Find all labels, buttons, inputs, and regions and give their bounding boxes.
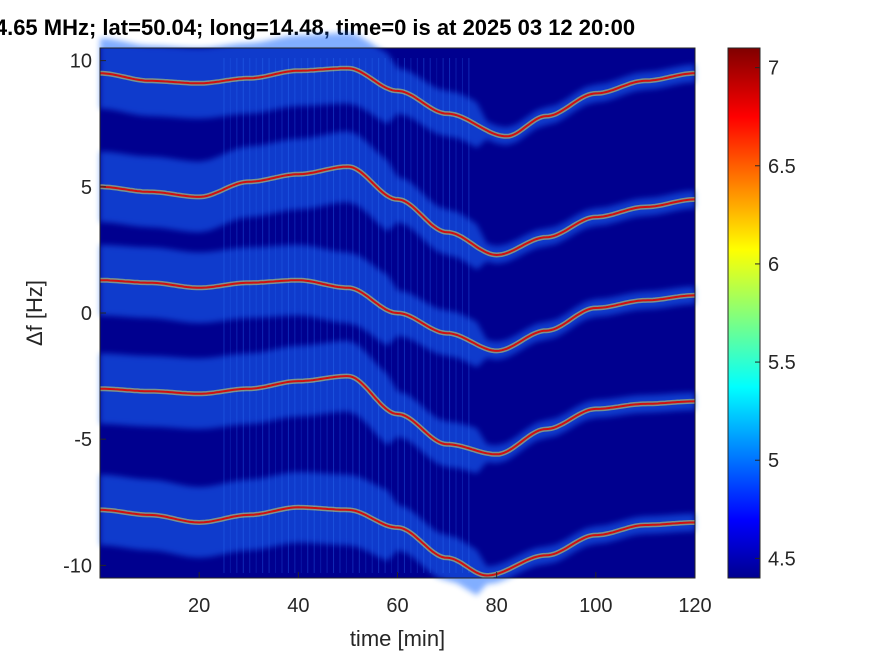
haze-band-mode-m3 <box>100 340 695 474</box>
x-tick-label: 120 <box>678 595 711 617</box>
y-axis: 10 5 0 -5 -10 <box>63 51 106 577</box>
colorbar-tick-label: 5.5 <box>768 352 796 374</box>
y-tick-label: -10 <box>63 555 92 577</box>
mode-traces <box>99 65 696 579</box>
colorbar-ticks: 7 6.5 6 5.5 5 4.5 <box>755 58 796 570</box>
x-axis: 20 40 60 80 100 120 <box>188 572 712 617</box>
y-tick-label: 10 <box>70 51 92 73</box>
haze-band-mode-0 <box>100 244 695 368</box>
colorbar: 7 6.5 6 5.5 5 4.5 <box>727 47 796 579</box>
y-tick-label: 5 <box>81 177 92 199</box>
trace-mode-m3 <box>100 375 696 456</box>
plot-area <box>99 32 696 596</box>
trace-mode-10 <box>99 67 696 138</box>
colorbar-tick-label: 6 <box>768 254 779 276</box>
haze-band-mode-m8 <box>100 472 695 596</box>
x-tick-label: 100 <box>579 595 612 617</box>
colorbar-tick-label: 4.5 <box>768 548 796 570</box>
x-tick-label: 80 <box>486 595 508 617</box>
x-tick-label: 20 <box>188 595 210 617</box>
colorbar-tick-label: 6.5 <box>768 156 796 178</box>
y-tick-label: 0 <box>81 303 92 325</box>
colorbar-tick-label: 5 <box>768 450 779 472</box>
haze-band-mode-5 <box>100 131 695 270</box>
y-tick-label: -5 <box>74 429 92 451</box>
colorbar-tick-label: 7 <box>768 58 779 80</box>
y-axis-label: Δf [Hz] <box>22 280 47 346</box>
trace-mode-5 <box>100 165 696 257</box>
colorbar-gradient <box>727 47 761 579</box>
trace-mode-m8 <box>100 506 695 577</box>
trace-mode-0 <box>100 279 696 352</box>
x-axis-label: time [min] <box>350 626 445 651</box>
x-tick-label: 60 <box>386 595 408 617</box>
x-tick-label: 40 <box>287 595 309 617</box>
